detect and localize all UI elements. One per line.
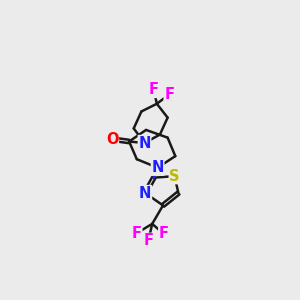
Text: F: F [164, 87, 174, 102]
Text: F: F [159, 226, 169, 242]
Text: O: O [106, 132, 118, 147]
Text: F: F [149, 82, 159, 98]
Text: F: F [143, 233, 153, 248]
Text: F: F [132, 226, 142, 241]
Text: N: N [138, 136, 151, 151]
Text: N: N [139, 186, 152, 201]
Text: S: S [169, 169, 180, 184]
Text: N: N [152, 160, 164, 175]
